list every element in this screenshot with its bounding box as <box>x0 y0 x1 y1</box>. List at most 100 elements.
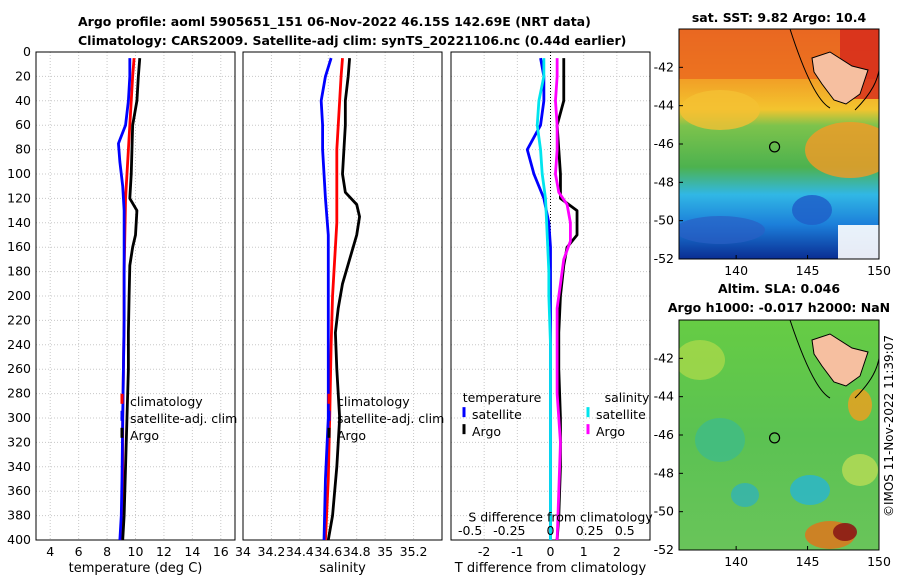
sla-map: Altim. SLA: 0.046 Argo h1000: -0.017 h20… <box>654 281 891 569</box>
sla-map-subtitle: Argo h1000: -0.017 h2000: NaN <box>668 300 890 315</box>
map-x-tick-label: 140 <box>724 554 748 569</box>
x-tick-label: 35.2 <box>400 544 428 559</box>
x-tick-label: 10 <box>128 544 144 559</box>
series-line-climatology <box>324 57 344 541</box>
map-x-tick-label: 150 <box>867 263 891 278</box>
y-tick-label: 40 <box>15 93 31 108</box>
x-tick-label: 34 <box>235 544 251 559</box>
y-tick-label: 260 <box>7 361 31 376</box>
y-tick-label: 380 <box>7 508 31 523</box>
y-tick-label: 340 <box>7 459 31 474</box>
map-y-tick-label: -46 <box>654 136 674 151</box>
x-tick-label: 34.8 <box>343 544 371 559</box>
legend-label: Argo <box>472 424 501 439</box>
y-tick-label: 280 <box>7 386 31 401</box>
x-tick-label: -1 <box>511 544 523 559</box>
x-tick-label: 34.6 <box>314 544 342 559</box>
axes-frame <box>35 51 236 541</box>
x-tick-label: 14 <box>184 544 200 559</box>
series-line-salinity-argo <box>554 58 572 541</box>
map-y-tick-label: -50 <box>654 504 674 519</box>
difference-panel: -2 -1 0 1 2 T difference from climatology temp… <box>450 51 653 576</box>
legend-title-temperature: temperature <box>463 390 542 405</box>
salinity-panel: 34 34.2 34.4 34.6 34.8 35 35.2 salinity climatol… <box>235 51 444 576</box>
tasmania-land <box>811 333 869 387</box>
sst-argo-location-marker <box>768 141 781 153</box>
map-x-tick-label: 145 <box>796 263 820 278</box>
x-axis-label: salinity <box>319 561 366 576</box>
sst-map-title: sat. SST: 9.82 Argo: 10.4 <box>692 10 867 25</box>
map-y-tick-label: -42 <box>654 59 674 74</box>
tasmania-land <box>811 51 869 105</box>
x-tick-label: 4 <box>46 544 54 559</box>
y-tick-label: 220 <box>7 312 31 327</box>
top-tick-label: 0.25 <box>576 523 604 538</box>
x-tick-label: 34.4 <box>286 544 314 559</box>
legend-label: satellite <box>472 407 522 422</box>
y-tick-label: 240 <box>7 337 31 352</box>
map-x-tick-label: 150 <box>867 554 891 569</box>
x-tick-label: 35 <box>377 544 393 559</box>
series-line-argo <box>121 57 142 541</box>
legend-label: satellite-adj. clim <box>130 411 237 426</box>
x-tick-label: 12 <box>156 544 172 559</box>
x-tick-label: 1 <box>580 544 588 559</box>
top-tick-label: 0 <box>547 523 555 538</box>
y-tick-label: 160 <box>7 239 31 254</box>
sst-map: sat. SST: 9.82 Argo: 10.4 140 145 150 -42 -4… <box>654 10 891 278</box>
legend-label: Argo <box>337 428 366 443</box>
y-tick-label: 180 <box>7 264 31 279</box>
y-tick-label: 200 <box>7 288 31 303</box>
top-axis-label: S difference from climatology <box>468 510 653 525</box>
y-tick-label: 0 <box>23 44 31 59</box>
y-tick-label: 20 <box>15 68 31 83</box>
sla-argo-location-marker <box>768 432 781 444</box>
x-axis-label: T difference from climatology <box>454 561 647 576</box>
y-tick-label: 400 <box>7 532 31 547</box>
legend-label: climatology <box>130 394 203 409</box>
temperature-panel: 0 20 40 60 80 100 120 140 160 180 200 220 240 260 280 3… <box>7 44 237 576</box>
y-tick-label: 300 <box>7 410 31 425</box>
chart-title-line1: Argo profile: aoml 5905651_151 06-Nov-20… <box>78 14 591 29</box>
y-tick-label: 320 <box>7 434 31 449</box>
y-tick-label: 80 <box>15 142 31 157</box>
legend-title-salinity: salinity <box>605 390 650 405</box>
map-y-tick-label: -44 <box>654 389 674 404</box>
map-y-tick-label: -46 <box>654 427 674 442</box>
x-tick-label: 8 <box>103 544 111 559</box>
map-x-tick-label: 145 <box>796 554 820 569</box>
y-tick-label: 60 <box>15 117 31 132</box>
legend-label: Argo <box>130 428 159 443</box>
y-tick-label: 100 <box>7 166 31 181</box>
legend-label: satellite-adj. clim <box>337 411 444 426</box>
map-x-tick-label: 140 <box>724 263 748 278</box>
legend-label: climatology <box>337 394 410 409</box>
sla-map-title: Altim. SLA: 0.046 <box>718 281 840 296</box>
x-tick-label: -2 <box>478 544 490 559</box>
x-axis-label: temperature (deg C) <box>69 561 203 576</box>
x-tick-label: 2 <box>613 544 621 559</box>
x-tick-label: 6 <box>75 544 83 559</box>
series-line-satellite-adj-clim <box>117 58 132 541</box>
axes-frame <box>242 51 443 541</box>
legend-label: Argo <box>596 424 625 439</box>
x-tick-label: 34.2 <box>258 544 286 559</box>
map-y-tick-label: -50 <box>654 213 674 228</box>
chart-title-line2: Climatology: CARS2009. Satellite-adj cli… <box>78 33 627 48</box>
y-tick-label: 120 <box>7 190 31 205</box>
series-line-salinity-satellite <box>535 58 552 540</box>
map-y-tick-label: -44 <box>654 98 674 113</box>
y-tick-label: 360 <box>7 483 31 498</box>
y-tick-label: 140 <box>7 215 31 230</box>
legend-label: satellite <box>596 407 646 422</box>
map-y-tick-label: -52 <box>654 542 674 557</box>
map-y-tick-label: -48 <box>654 174 674 189</box>
x-tick-label: 0 <box>547 544 555 559</box>
x-tick-label: 16 <box>213 544 229 559</box>
series-line-argo <box>326 57 361 541</box>
map-y-tick-label: -42 <box>654 350 674 365</box>
top-tick-label: -0.25 <box>493 523 525 538</box>
top-tick-label: -0.5 <box>458 523 482 538</box>
top-tick-label: 0.5 <box>615 523 635 538</box>
